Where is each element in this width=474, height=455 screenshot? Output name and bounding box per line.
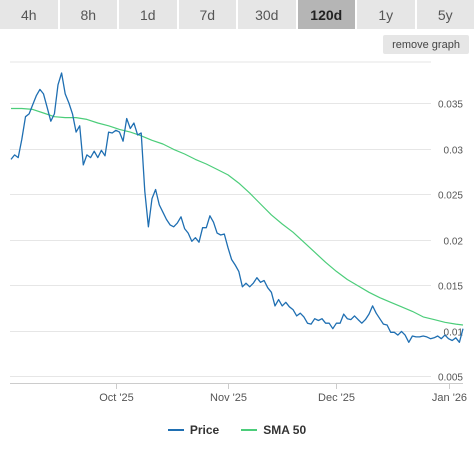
y-tick-label: 0.03 [444, 146, 464, 157]
x-tick-label: Oct '25 [99, 392, 134, 404]
tab-4h[interactable]: 4h [0, 0, 58, 29]
x-tick-label: Dec '25 [318, 392, 355, 404]
tab-7d[interactable]: 7d [178, 0, 236, 29]
tab-30d[interactable]: 30d [238, 0, 296, 29]
y-tick-label: 0.01 [444, 328, 464, 339]
legend-item-sma-50[interactable]: SMA 50 [241, 423, 306, 437]
y-tick-label: 0.025 [438, 191, 463, 202]
tab-8h[interactable]: 8h [59, 0, 117, 29]
tab-1y[interactable]: 1y [357, 0, 415, 29]
chart-grid [10, 61, 463, 384]
sma-50-line [11, 107, 464, 326]
sma-swatch-icon [241, 429, 258, 431]
x-tick-label: Nov '25 [210, 392, 247, 404]
y-axis: 0.005 0.01 0.015 0.02 0.025 0.03 0.035 [438, 100, 463, 384]
x-axis: Oct '25 Nov '25 Dec '25 Jan '26 [99, 383, 467, 404]
tab-5y[interactable]: 5y [416, 0, 474, 29]
tab-1d[interactable]: 1d [119, 0, 177, 29]
series-lines [10, 72, 464, 343]
y-tick-label: 0.005 [438, 373, 463, 384]
y-tick-label: 0.02 [444, 237, 464, 248]
price-swatch-icon [167, 429, 184, 431]
price-chart: 0.005 0.01 0.015 0.02 0.025 0.03 0.035 Oct '25… [10, 61, 467, 404]
timeframe-tabs: 4h 8h 1d 7d 30d 120d 1y 5y [0, 0, 474, 31]
legend-label-sma-50: SMA 50 [263, 423, 307, 437]
price-line [10, 72, 464, 343]
y-tick-label: 0.035 [438, 100, 463, 111]
chart-legend: Price SMA 50 [0, 420, 474, 440]
remove-graph-button[interactable]: remove graph [383, 35, 469, 54]
y-tick-label: 0.015 [438, 282, 463, 293]
x-tick-label: Jan '26 [432, 392, 467, 404]
legend-item-price[interactable]: Price [167, 423, 220, 437]
legend-label-price: Price [189, 423, 220, 437]
tab-120d[interactable]: 120d [297, 0, 355, 29]
